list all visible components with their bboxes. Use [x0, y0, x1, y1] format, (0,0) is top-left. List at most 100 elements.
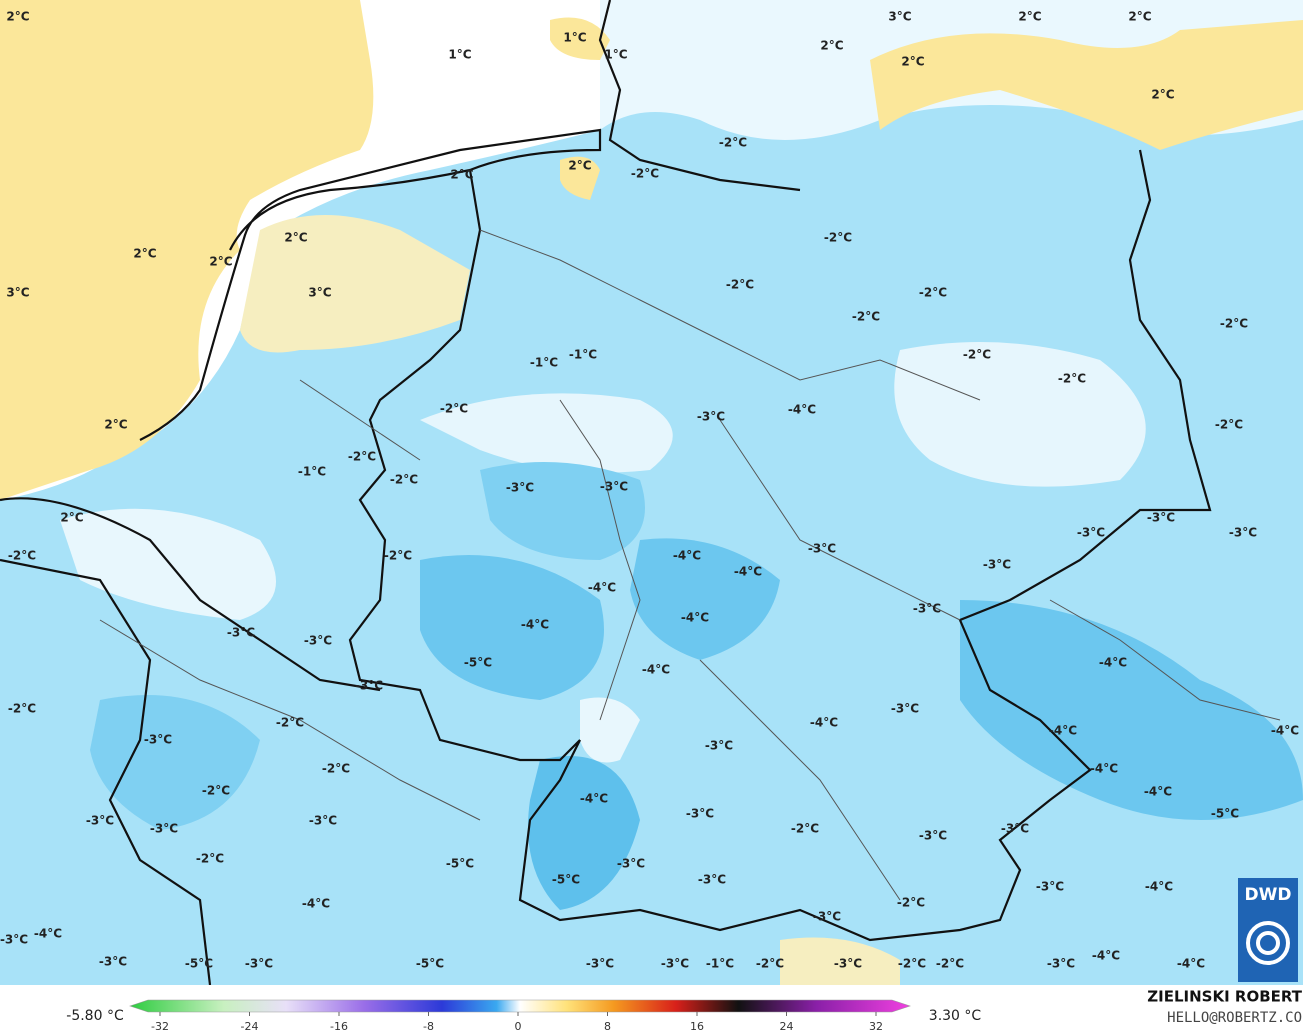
temperature-label: -3°C	[506, 481, 534, 495]
temperature-label: -4°C	[1271, 724, 1299, 738]
temperature-label: -3°C	[617, 857, 645, 871]
temperature-label: -3°C	[1001, 822, 1029, 836]
temperature-label: -3°C	[698, 873, 726, 887]
temperature-label: 2°C	[820, 39, 843, 53]
temperature-label: -4°C	[1099, 656, 1127, 670]
temperature-label: -3°C	[99, 955, 127, 969]
temperature-label: -3°C	[834, 957, 862, 971]
temperature-label: -2°C	[348, 450, 376, 464]
temperature-label: 2°C	[133, 247, 156, 261]
temperature-label: -3°C	[913, 602, 941, 616]
temperature-label: 2°C	[284, 231, 307, 245]
temperature-label: -3°C	[309, 814, 337, 828]
temperature-label: -1°C	[569, 348, 597, 362]
temperature-label: -2°C	[1215, 418, 1243, 432]
temperature-label: -3°C	[1147, 511, 1175, 525]
temperature-label: -2°C	[897, 896, 925, 910]
temperature-label: -5°C	[1211, 807, 1239, 821]
temperature-label: -2°C	[631, 167, 659, 181]
temperature-label: 2°C	[1128, 10, 1151, 24]
temperature-label: 2°C	[60, 511, 83, 525]
logo-text: DWD	[1245, 885, 1292, 905]
temperature-label: -2°C	[384, 549, 412, 563]
temperature-label: -5°C	[446, 857, 474, 871]
temperature-label: -2°C	[936, 957, 964, 971]
temperature-label: 2°C	[6, 10, 29, 24]
temperature-label: -4°C	[521, 618, 549, 632]
colorbar-min: -5.80 °C	[66, 1008, 124, 1024]
temperature-label: -4°C	[302, 897, 330, 911]
colorbar-tick-label: 0	[515, 1020, 522, 1033]
temperature-label: -3°C	[0, 933, 28, 947]
temperature-label: 2°C	[104, 418, 127, 432]
colorbar-tick-label: 32	[869, 1020, 883, 1033]
temperature-label: -4°C	[1049, 724, 1077, 738]
colorbar-tick-label: -24	[241, 1020, 259, 1033]
temperature-label: -3°C	[355, 679, 383, 693]
temperature-label: -3°C	[245, 957, 273, 971]
temperature-label: -3°C	[150, 822, 178, 836]
temperature-label: -1°C	[298, 465, 326, 479]
temperature-label: -3°C	[697, 410, 725, 424]
temperature-label: -2°C	[824, 231, 852, 245]
temperature-label: -3°C	[1047, 957, 1075, 971]
temperature-label: -5°C	[185, 957, 213, 971]
temperature-label: -2°C	[8, 549, 36, 563]
temperature-label: -2°C	[719, 136, 747, 150]
colorbar-tick-label: -8	[423, 1020, 434, 1033]
temperature-label: -2°C	[726, 278, 754, 292]
dwd-logo: DWD	[1238, 878, 1298, 982]
temperature-label: -3°C	[86, 814, 114, 828]
colorbar: -5.80 °C 3.30 °C -32 -24 -16 -8 0 8 16 24 32 ZIE…	[0, 985, 1303, 1035]
temperature-label: -5°C	[416, 957, 444, 971]
temperature-label: -2°C	[1058, 372, 1086, 386]
temperature-label: 1°C	[448, 48, 471, 62]
temperature-label: -3°C	[586, 957, 614, 971]
temperature-label: -2°C	[440, 402, 468, 416]
temperature-label: -3°C	[1077, 526, 1105, 540]
temperature-label: 1°C	[563, 31, 586, 45]
temperature-label: -3°C	[1229, 526, 1257, 540]
temperature-labels: 2°C 1°C 1°C 1°C 3°C 2°C 2°C 2°C 2°C 2°C -2°C 2°C -2°…	[0, 10, 1299, 971]
temperature-label: -2°C	[8, 702, 36, 716]
temperature-label: -3°C	[686, 807, 714, 821]
temperature-label: -2°C	[276, 716, 304, 730]
colorbar-tick-label: 24	[780, 1020, 794, 1033]
temperature-label: -4°C	[788, 403, 816, 417]
colorbar-tick-label: 8	[604, 1020, 611, 1033]
temperature-label: -3°C	[144, 733, 172, 747]
temperature-label: 1°C	[604, 48, 627, 62]
temperature-label: -5°C	[464, 656, 492, 670]
temperature-label: -4°C	[1145, 880, 1173, 894]
temperature-label: -4°C	[1177, 957, 1205, 971]
temperature-label: -2°C	[322, 762, 350, 776]
temperature-label: -1°C	[706, 957, 734, 971]
temperature-label: -3°C	[705, 739, 733, 753]
temperature-label: -2°C	[898, 957, 926, 971]
temperature-label: -2°C	[390, 473, 418, 487]
temperature-label: -2°C	[1220, 317, 1248, 331]
temperature-label: -4°C	[1144, 785, 1172, 799]
temperature-label: -4°C	[734, 565, 762, 579]
temperature-label: -3°C	[891, 702, 919, 716]
temperature-label: -3°C	[919, 829, 947, 843]
map	[0, 0, 1303, 986]
temperature-label: 3°C	[308, 286, 331, 300]
temperature-label: -4°C	[642, 663, 670, 677]
colorbar-tick-label: -16	[330, 1020, 348, 1033]
temperature-label: -4°C	[1092, 949, 1120, 963]
temperature-label: -3°C	[661, 957, 689, 971]
temperature-label: 3°C	[888, 10, 911, 24]
temperature-label: 2°C	[901, 55, 924, 69]
temperature-label: -3°C	[227, 626, 255, 640]
temperature-label: 2°C	[450, 168, 473, 182]
temperature-label: 3°C	[6, 286, 29, 300]
temperature-label: 2°C	[1018, 10, 1041, 24]
temperature-label: -4°C	[34, 927, 62, 941]
temperature-label: -4°C	[1090, 762, 1118, 776]
temperature-label: -2°C	[852, 310, 880, 324]
temperature-label: -3°C	[1036, 880, 1064, 894]
temperature-label: 2°C	[1151, 88, 1174, 102]
colorbar-max: 3.30 °C	[929, 1008, 982, 1024]
